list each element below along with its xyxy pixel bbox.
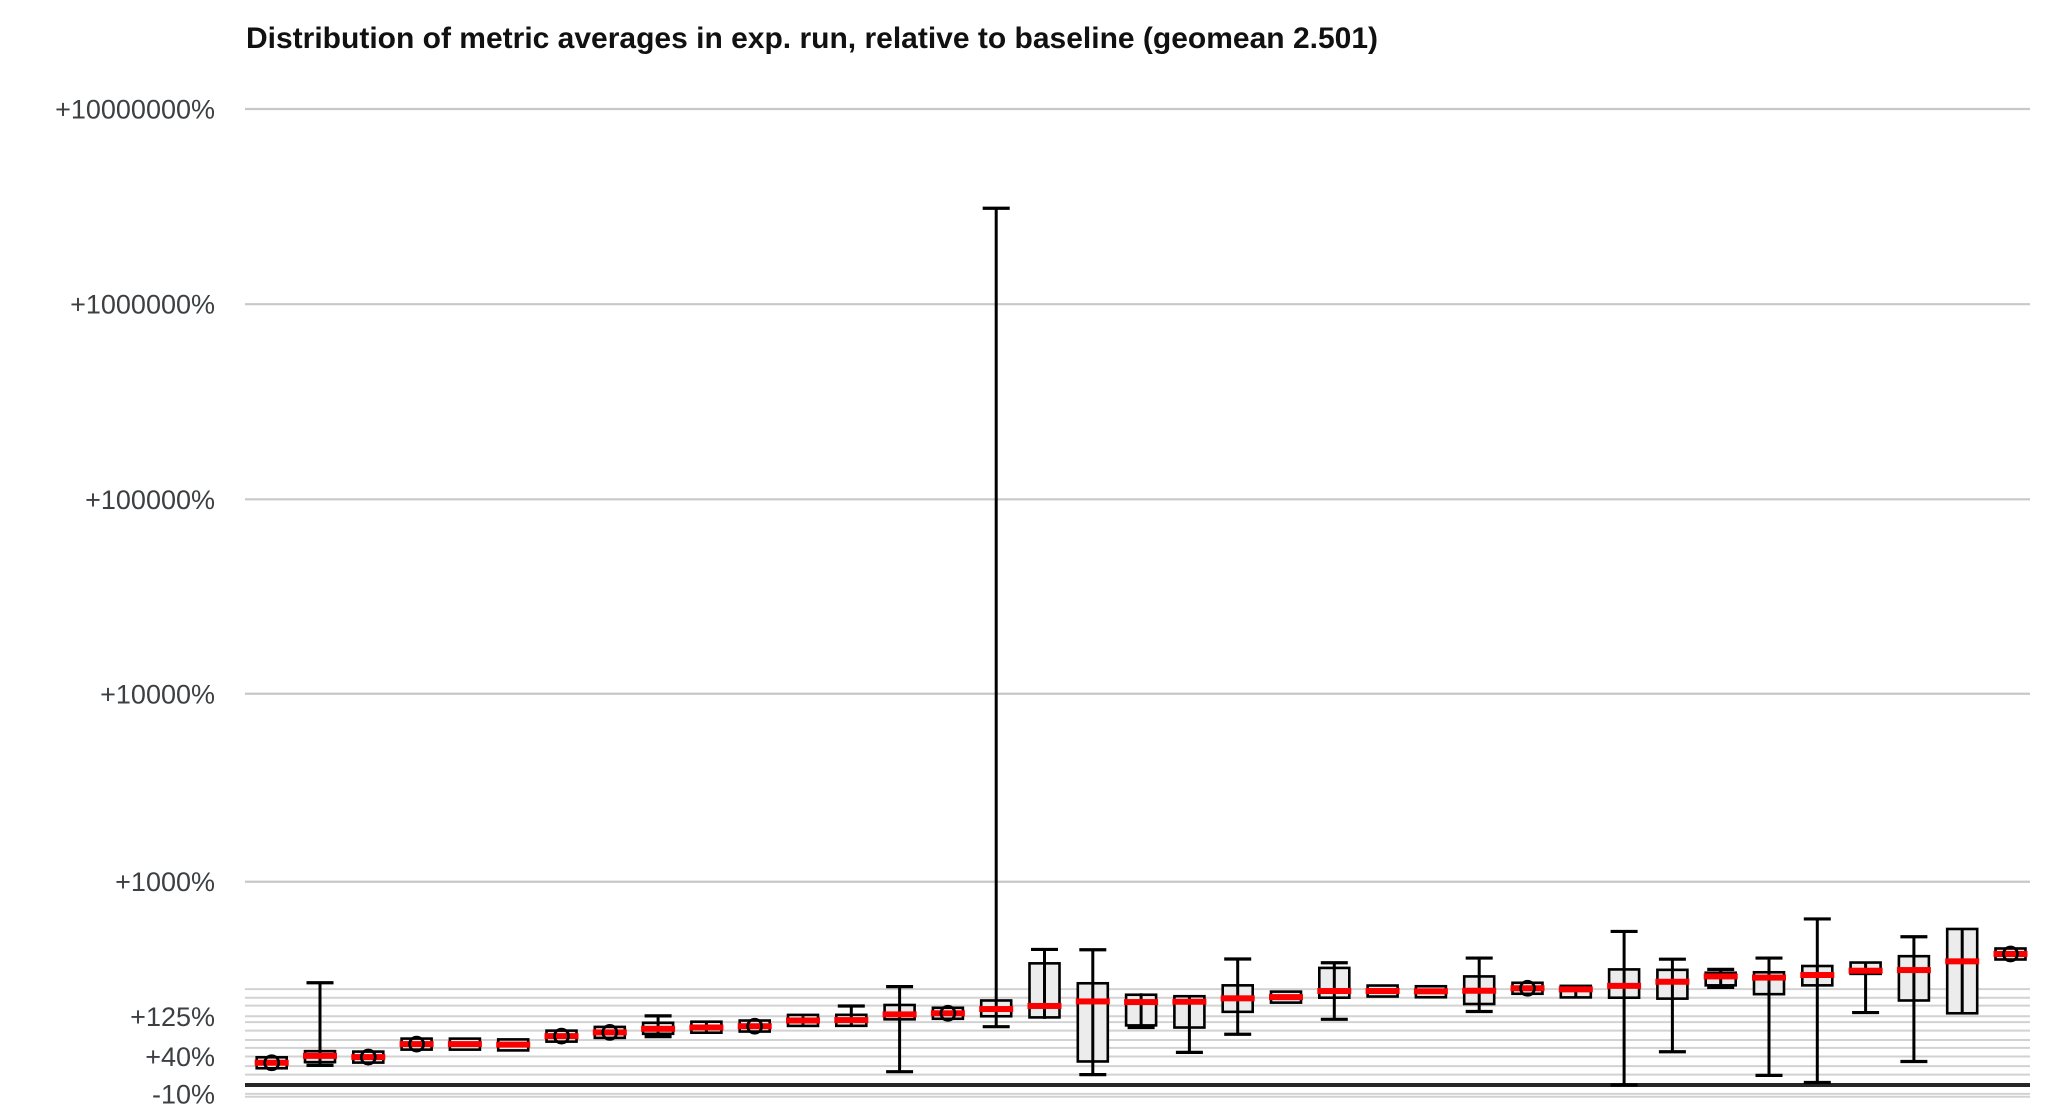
y-axis-tick-label: +10000% bbox=[100, 679, 215, 709]
outlier-circle bbox=[2002, 945, 2019, 963]
median-line bbox=[1462, 987, 1497, 994]
y-axis-tick-label: +10000000% bbox=[55, 94, 215, 124]
median-line bbox=[1075, 998, 1110, 1005]
median-line bbox=[1800, 972, 1835, 979]
y-axis-tick-label: -10% bbox=[152, 1079, 215, 1109]
median-line bbox=[641, 1025, 676, 1032]
median-line bbox=[1703, 973, 1738, 980]
median-line bbox=[689, 1024, 724, 1031]
outlier-circle bbox=[553, 1027, 570, 1045]
median-line bbox=[1124, 999, 1159, 1006]
median-line bbox=[544, 1033, 579, 1040]
median-line bbox=[979, 1006, 1014, 1013]
outlier-circle bbox=[601, 1023, 619, 1041]
median-line bbox=[254, 1059, 289, 1066]
outlier-circle bbox=[359, 1048, 377, 1066]
outlier-circle bbox=[746, 1017, 764, 1035]
chart-title: Distribution of metric averages in exp. … bbox=[246, 22, 1379, 55]
median-line bbox=[303, 1052, 337, 1059]
y-axis-tick-label: +125% bbox=[130, 1002, 215, 1032]
median-line bbox=[1896, 967, 1931, 974]
median-line bbox=[1607, 982, 1642, 989]
median-line bbox=[930, 1010, 965, 1017]
y-axis-tick-label: +40% bbox=[145, 1042, 215, 1072]
y-axis-tick-label: +1000000% bbox=[70, 290, 215, 320]
y-axis-tick-label: +100000% bbox=[85, 485, 215, 515]
median-line bbox=[447, 1041, 482, 1048]
median-line bbox=[399, 1041, 434, 1048]
median-line bbox=[1655, 978, 1690, 985]
outlier-circle bbox=[408, 1035, 426, 1053]
median-line bbox=[1027, 1002, 1062, 1009]
median-line bbox=[1317, 988, 1352, 995]
y-axis-tick-label: +1000% bbox=[115, 867, 215, 897]
median-line bbox=[1365, 988, 1400, 995]
median-line bbox=[1269, 994, 1303, 1001]
outlier-circle bbox=[1519, 979, 1536, 997]
median-line bbox=[592, 1029, 627, 1036]
median-line bbox=[351, 1054, 386, 1061]
median-line bbox=[737, 1023, 772, 1030]
outlier-circle bbox=[263, 1054, 281, 1072]
median-line bbox=[882, 1011, 917, 1018]
outlier-circle bbox=[939, 1004, 957, 1022]
median-line bbox=[496, 1041, 531, 1048]
median-line bbox=[786, 1017, 820, 1024]
median-line bbox=[1172, 998, 1207, 1005]
median-line bbox=[1752, 974, 1786, 981]
median-line bbox=[1558, 986, 1593, 993]
median-line bbox=[1413, 988, 1448, 995]
median-line bbox=[1945, 958, 1980, 965]
median-line bbox=[1220, 995, 1255, 1002]
median-line bbox=[1510, 985, 1545, 992]
median-line bbox=[1993, 950, 2028, 957]
median-line bbox=[1848, 967, 1883, 974]
median-line bbox=[834, 1017, 869, 1024]
